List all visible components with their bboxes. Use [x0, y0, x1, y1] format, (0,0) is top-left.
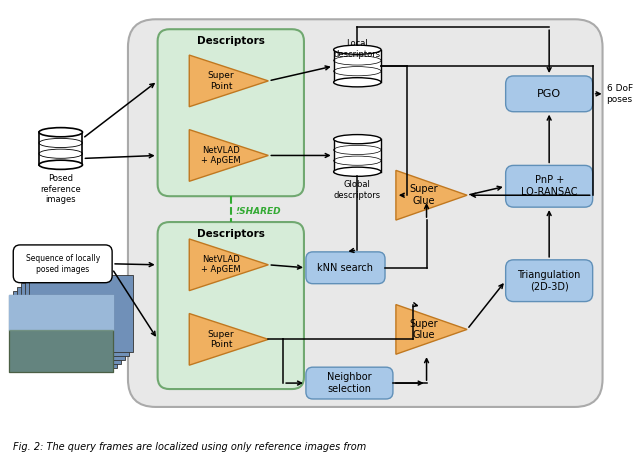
- Text: Local
descriptors: Local descriptors: [334, 39, 381, 58]
- Text: Sequence of locally
posed images: Sequence of locally posed images: [26, 254, 100, 274]
- FancyBboxPatch shape: [506, 165, 593, 207]
- Bar: [21, 283, 125, 360]
- Text: Descriptors: Descriptors: [197, 229, 265, 239]
- Text: NetVLAD
+ ApGEM: NetVLAD + ApGEM: [201, 146, 241, 165]
- Ellipse shape: [333, 45, 381, 54]
- Text: Neighbor
selection: Neighbor selection: [327, 372, 372, 394]
- Polygon shape: [189, 313, 268, 365]
- Text: Fig. 2: The query frames are localized using only reference images from: Fig. 2: The query frames are localized u…: [13, 442, 367, 452]
- Bar: [13, 291, 117, 368]
- Bar: [29, 275, 133, 352]
- Polygon shape: [189, 55, 268, 107]
- Text: PGO: PGO: [537, 89, 561, 99]
- Text: Super
Point: Super Point: [207, 330, 234, 349]
- Text: kNN search: kNN search: [317, 263, 374, 273]
- Text: 6 DoF
poses: 6 DoF poses: [607, 84, 632, 104]
- Polygon shape: [396, 305, 467, 354]
- Text: !SHARED: !SHARED: [236, 206, 282, 216]
- Text: Global
descriptors: Global descriptors: [334, 180, 381, 200]
- Text: Super
Glue: Super Glue: [409, 319, 438, 340]
- FancyBboxPatch shape: [306, 367, 393, 399]
- Bar: [333, 139, 381, 172]
- Text: Triangulation
(2D-3D): Triangulation (2D-3D): [518, 270, 581, 292]
- FancyBboxPatch shape: [157, 29, 304, 196]
- Polygon shape: [396, 170, 467, 220]
- Ellipse shape: [333, 135, 381, 144]
- Text: NetVLAD
+ ApGEM: NetVLAD + ApGEM: [201, 255, 241, 275]
- Ellipse shape: [333, 167, 381, 176]
- Polygon shape: [189, 130, 268, 181]
- Text: Super
Glue: Super Glue: [409, 184, 438, 206]
- Ellipse shape: [39, 128, 83, 137]
- FancyBboxPatch shape: [128, 19, 602, 407]
- Text: Descriptors: Descriptors: [197, 36, 265, 46]
- Polygon shape: [189, 239, 268, 291]
- FancyBboxPatch shape: [506, 260, 593, 301]
- Text: Posed
reference
images: Posed reference images: [40, 175, 81, 204]
- Ellipse shape: [39, 160, 83, 169]
- FancyBboxPatch shape: [13, 245, 112, 283]
- FancyBboxPatch shape: [306, 252, 385, 284]
- Bar: [17, 287, 121, 364]
- Bar: [39, 132, 83, 165]
- Text: PnP +
LO-RANSAC: PnP + LO-RANSAC: [521, 175, 577, 197]
- Bar: [333, 50, 381, 82]
- Bar: [25, 279, 129, 356]
- Text: Super
Point: Super Point: [207, 71, 234, 91]
- FancyBboxPatch shape: [157, 222, 304, 389]
- Bar: [10, 294, 113, 372]
- Ellipse shape: [333, 78, 381, 87]
- FancyBboxPatch shape: [506, 76, 593, 112]
